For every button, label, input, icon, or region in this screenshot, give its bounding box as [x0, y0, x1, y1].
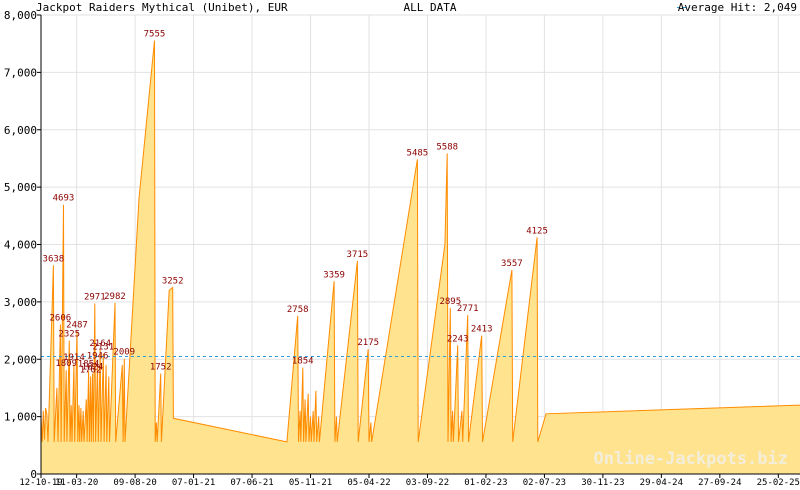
- peak-label: 2758: [287, 305, 309, 315]
- peak-label: 2175: [357, 338, 379, 348]
- peak-label: 2413: [471, 325, 493, 335]
- y-tick-label: 5,000: [4, 181, 37, 194]
- peak-label: 7555: [144, 30, 166, 40]
- x-tick-label: 09-08-20: [113, 478, 156, 488]
- legend-average-label: Average Hit: 2,049: [678, 1, 797, 14]
- y-tick-label: 3,000: [4, 296, 37, 309]
- peak-label: 2606: [50, 313, 72, 323]
- chart-header: Jackpot Raiders Mythical (Unibet), EUR A…: [36, 1, 797, 14]
- peak-label: 1824: [82, 363, 104, 373]
- chart-title: Jackpot Raiders Mythical (Unibet), EUR: [36, 1, 288, 14]
- axes: 0 1,000 2,000 3,000 4,000 5,000 6,000 7,000 8,00…: [4, 9, 800, 488]
- series-line: [40, 40, 800, 443]
- peak-label: 3715: [347, 250, 369, 260]
- y-tick-label: 2,000: [4, 353, 37, 366]
- peak-labels: 3638260646931809232519142487185417621824…: [43, 30, 548, 376]
- x-tick-label: 01-02-23: [464, 478, 507, 488]
- x-tick-label: 11-03-20: [55, 478, 98, 488]
- x-tick-label: 25-02-25: [757, 478, 800, 488]
- peak-label: 2009: [113, 348, 135, 358]
- peak-label: 1946: [87, 351, 109, 361]
- peak-label: 3252: [162, 276, 184, 286]
- x-tick-label: 07-06-21: [230, 478, 273, 488]
- peak-label: 3359: [323, 270, 345, 280]
- y-tick-label: 7,000: [4, 66, 37, 79]
- peak-label: 5588: [436, 142, 458, 152]
- x-tick-label: 29-04-24: [640, 478, 683, 488]
- peak-label: 1809: [55, 359, 77, 369]
- x-tick-label: 12-10-19: [19, 478, 62, 488]
- x-tick-label: 07-01-21: [172, 478, 215, 488]
- peak-label: 2131: [93, 343, 115, 353]
- y-tick-label: 6,000: [4, 124, 37, 137]
- peak-label: 2895: [439, 297, 461, 307]
- peak-label: 3557: [501, 259, 523, 269]
- y-tick-label: 1,000: [4, 411, 37, 424]
- y-tick-label: 8,000: [4, 9, 37, 22]
- x-tick-label: 05-11-21: [289, 478, 332, 488]
- peak-label: 2164: [89, 339, 111, 349]
- peak-label: 2243: [447, 334, 469, 344]
- x-tick-label: 27-09-24: [698, 478, 741, 488]
- x-tick-label: 05-04-22: [347, 478, 390, 488]
- peak-label: 2971: [84, 293, 106, 303]
- series-area: [40, 40, 800, 474]
- peak-label: 1854: [78, 360, 100, 370]
- peak-label: 4125: [526, 226, 548, 236]
- x-tick-label: 30-11-23: [581, 478, 624, 488]
- peak-label: 5485: [407, 148, 429, 158]
- watermark: Online-Jackpots.biz: [594, 449, 788, 469]
- peak-label: 2982: [104, 292, 126, 302]
- peak-label: 1752: [150, 362, 172, 372]
- peak-label: 1854: [292, 357, 314, 367]
- x-tick-label: 02-07-23: [523, 478, 566, 488]
- watermark-layer: Online-Jackpots.biz: [594, 449, 788, 469]
- peak-label: 4693: [53, 194, 75, 204]
- chart-center-label: ALL DATA: [404, 1, 457, 14]
- y-tick-label: 0: [30, 468, 37, 481]
- peak-label: 2771: [457, 304, 479, 314]
- grid: [40, 14, 800, 475]
- peak-label: 1762: [80, 365, 102, 375]
- y-tick-label: 4,000: [4, 239, 37, 252]
- peak-label: 2487: [66, 320, 88, 330]
- peak-label: 3638: [43, 254, 65, 264]
- peak-label: 2325: [58, 330, 80, 340]
- x-tick-label: 03-09-22: [406, 478, 449, 488]
- peak-label: 1914: [63, 353, 85, 363]
